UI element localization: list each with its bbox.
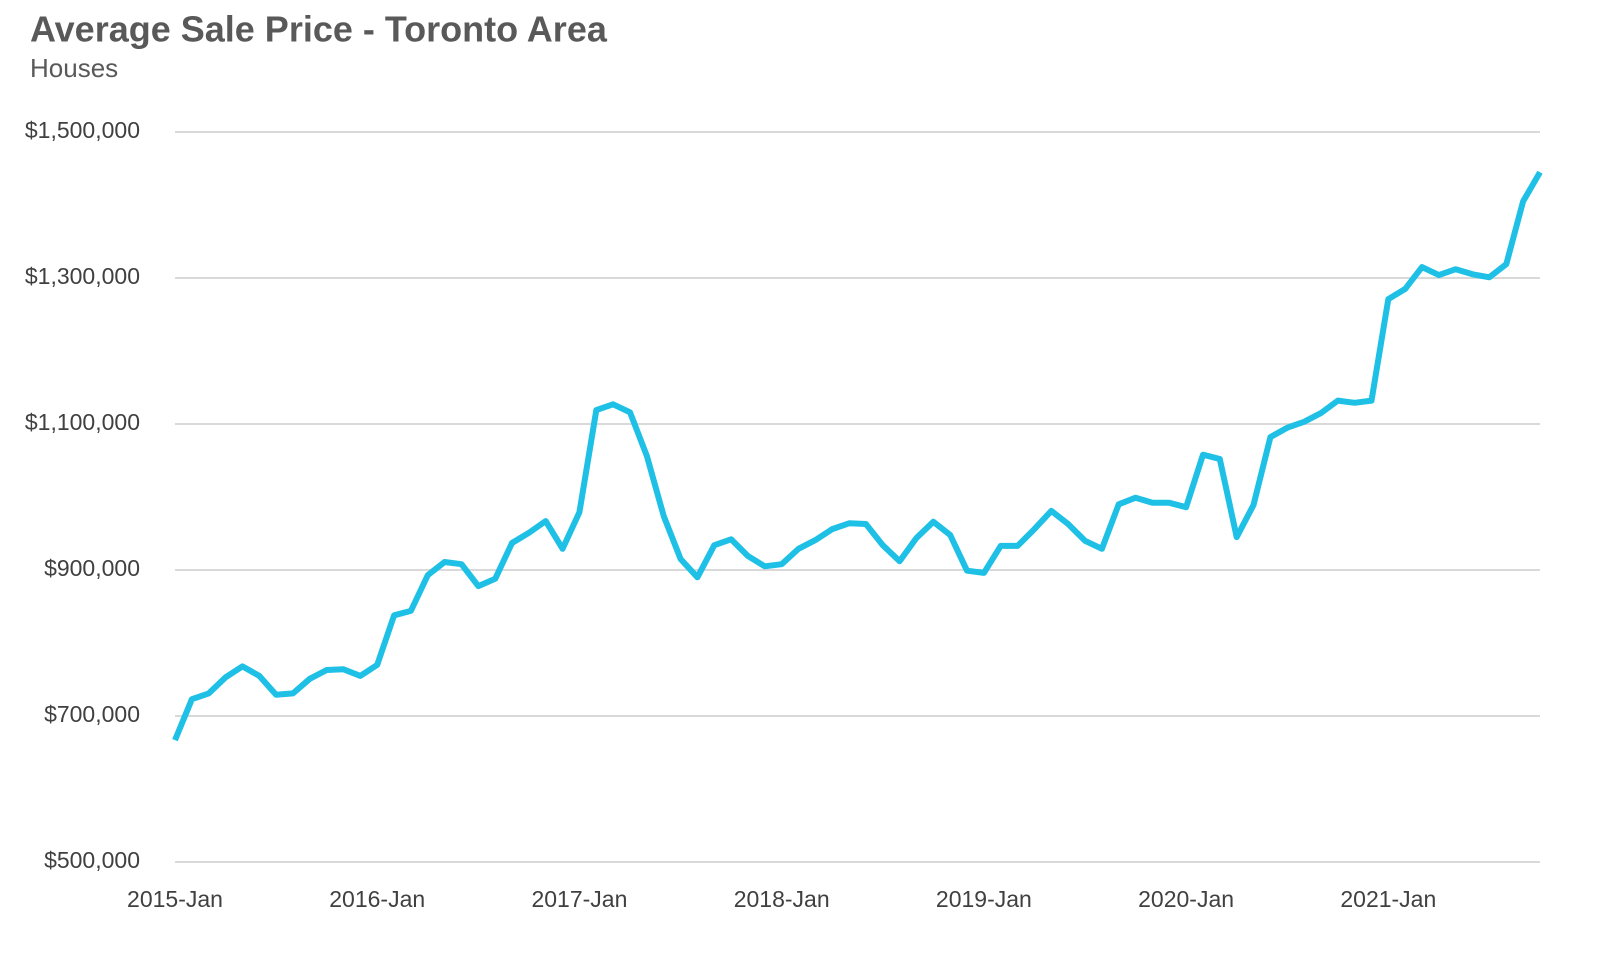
y-tick-label: $1,100,000 — [25, 409, 140, 435]
y-tick-label: $1,500,000 — [25, 117, 140, 143]
y-tick-label: $700,000 — [44, 701, 140, 727]
y-tick-label: $500,000 — [44, 847, 140, 873]
chart-subtitle: Houses — [30, 53, 118, 83]
x-tick-label: 2018-Jan — [734, 886, 830, 912]
x-tick-label: 2019-Jan — [936, 886, 1032, 912]
x-tick-label: 2015-Jan — [127, 886, 223, 912]
x-tick-label: 2016-Jan — [329, 886, 425, 912]
x-tick-label: 2021-Jan — [1340, 886, 1436, 912]
y-tick-label: $900,000 — [44, 555, 140, 581]
x-tick-label: 2017-Jan — [531, 886, 627, 912]
chart-title: Average Sale Price - Toronto Area — [30, 9, 608, 50]
x-tick-label: 2020-Jan — [1138, 886, 1234, 912]
y-tick-label: $1,300,000 — [25, 263, 140, 289]
line — [172, 170, 1543, 742]
